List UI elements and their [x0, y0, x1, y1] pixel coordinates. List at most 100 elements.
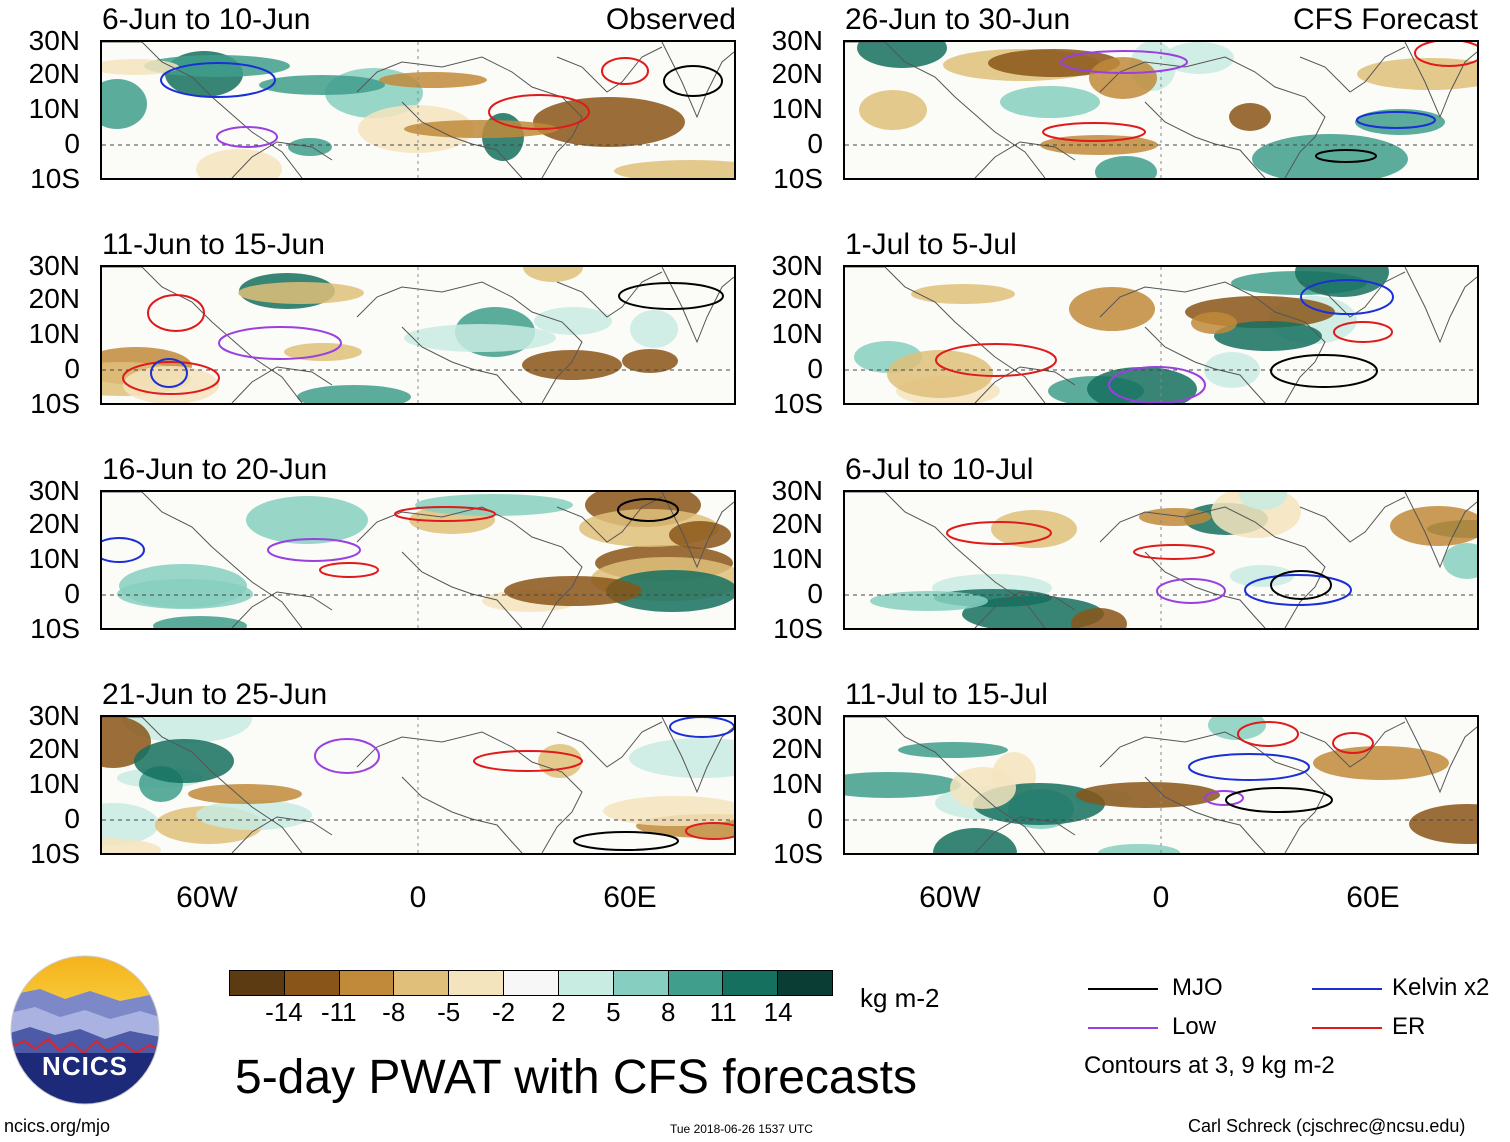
- coastline: [845, 267, 1046, 403]
- lat-label: 30N: [28, 250, 80, 281]
- footer-timestamp: Tue 2018-06-26 1537 UTC: [670, 1122, 813, 1136]
- panel-title-obs-3: 16-Jun to 20-Jun: [102, 453, 328, 486]
- map-panel-fcst-2: [843, 265, 1479, 405]
- anomaly-shading: [911, 284, 1015, 304]
- lat-label: 20N: [771, 58, 823, 89]
- contour-er: [1332, 732, 1374, 754]
- coastline: [1299, 46, 1406, 93]
- anomaly-shading: [284, 343, 362, 361]
- coastline: [356, 731, 583, 853]
- lat-label: 30N: [28, 25, 80, 56]
- contour-low: [1204, 790, 1244, 806]
- map-panel-obs-4: [100, 715, 736, 855]
- colorbar-swatch: [394, 971, 450, 995]
- coastline: [356, 56, 583, 178]
- anomaly-shading: [933, 828, 1017, 853]
- xtick-left-60e: 60E: [603, 881, 657, 914]
- anomaly-shading: [1313, 746, 1449, 780]
- anomaly-shading: [117, 579, 253, 609]
- lat-label: 20N: [771, 733, 823, 764]
- lat-label: 0: [64, 128, 80, 159]
- anomaly-shading: [153, 616, 247, 628]
- coastline: [356, 281, 583, 403]
- coastline: [845, 717, 1046, 853]
- anomaly-shading: [606, 570, 734, 612]
- anomaly-shading: [1069, 287, 1155, 331]
- colorbar-swatch: [284, 971, 340, 995]
- contour-er: [946, 521, 1052, 545]
- ncics-logo: NCICS: [10, 955, 160, 1105]
- panel-title-fcst-1: 26-Jun to 30-Jun: [845, 3, 1071, 36]
- contour-kelvin: [669, 717, 734, 738]
- contour-mjo: [617, 498, 679, 522]
- lat-label: 0: [64, 578, 80, 609]
- panel-title-fcst-4: 11-Jul to 15-Jul: [845, 678, 1048, 711]
- contour-low: [216, 126, 278, 148]
- colorbar-tick: 11: [709, 997, 737, 1027]
- coastline: [1299, 271, 1406, 318]
- map-canvas: [845, 267, 1477, 403]
- contour-er: [319, 562, 379, 578]
- contour-mjo: [1315, 149, 1377, 163]
- anomaly-shading: [1191, 312, 1237, 334]
- contour-kelvin: [1300, 279, 1394, 315]
- anomaly-shading: [630, 310, 678, 348]
- colorbar-swatch: [504, 971, 559, 995]
- lat-label: 20N: [771, 283, 823, 314]
- lat-label: 30N: [771, 250, 823, 281]
- lat-label: 20N: [28, 283, 80, 314]
- coastline: [974, 591, 1076, 628]
- contour-er: [1333, 321, 1393, 343]
- anomaly-shading: [1000, 86, 1100, 118]
- map-panel-obs-3: [100, 490, 736, 630]
- anomaly-shading: [669, 521, 731, 549]
- coastline: [556, 271, 663, 318]
- contour-kelvin: [102, 537, 145, 563]
- anomaly-shading: [614, 160, 734, 178]
- anomaly-shading: [991, 510, 1077, 548]
- colorbar-tick: 2: [551, 997, 566, 1027]
- coastline: [1144, 551, 1266, 628]
- legend-label-kelvin: Kelvin x2: [1392, 974, 1490, 1001]
- anomaly-shading: [259, 75, 385, 95]
- anomaly-shading: [1095, 156, 1157, 178]
- panel-title-obs-1: 6-Jun to 10-Jun: [102, 3, 311, 36]
- map-panel-fcst-3: [843, 490, 1479, 630]
- contour-mjo: [1270, 354, 1378, 388]
- lat-label: 20N: [28, 508, 80, 539]
- colorbar-swatch: [558, 971, 614, 995]
- panel-title-obs-2: 11-Jun to 15-Jun: [102, 228, 325, 261]
- anomaly-shading: [196, 149, 282, 178]
- anomaly-shading: [1252, 134, 1408, 178]
- contour-kelvin: [1244, 574, 1352, 606]
- lat-label: 20N: [771, 508, 823, 539]
- contour-mjo: [573, 831, 679, 851]
- anomaly-shading: [538, 744, 582, 778]
- ncics-logo-icon: [10, 955, 160, 1105]
- lat-label: 30N: [771, 25, 823, 56]
- panel-title-obs-4: 21-Jun to 25-Jun: [102, 678, 328, 711]
- colorbar-tick: -11: [320, 997, 357, 1027]
- contour-low: [1156, 578, 1226, 604]
- anomaly-shading: [238, 282, 364, 304]
- coastline: [845, 42, 1046, 178]
- contour-kelvin: [150, 358, 188, 388]
- anomaly-shading: [857, 42, 947, 68]
- anomaly-shading: [629, 738, 734, 778]
- lat-label: 30N: [28, 700, 80, 731]
- lat-label: 0: [807, 128, 823, 159]
- legend-line-low: [1088, 1027, 1158, 1029]
- coastline: [1404, 492, 1477, 569]
- anomaly-shading: [1214, 321, 1322, 351]
- coastline: [556, 46, 663, 93]
- anomaly-shading: [887, 350, 993, 398]
- xtick-left-60w: 60W: [176, 881, 238, 914]
- footer-site-link[interactable]: ncics.org/mjo: [4, 1116, 111, 1136]
- anomaly-shading: [859, 90, 927, 130]
- colorbar-tick: 14: [763, 997, 793, 1027]
- legend-line-mjo: [1088, 988, 1158, 990]
- lat-label: 10N: [28, 318, 80, 349]
- anomaly-shading: [622, 349, 678, 373]
- coastline: [1099, 281, 1326, 403]
- anomaly-shading: [1089, 57, 1157, 99]
